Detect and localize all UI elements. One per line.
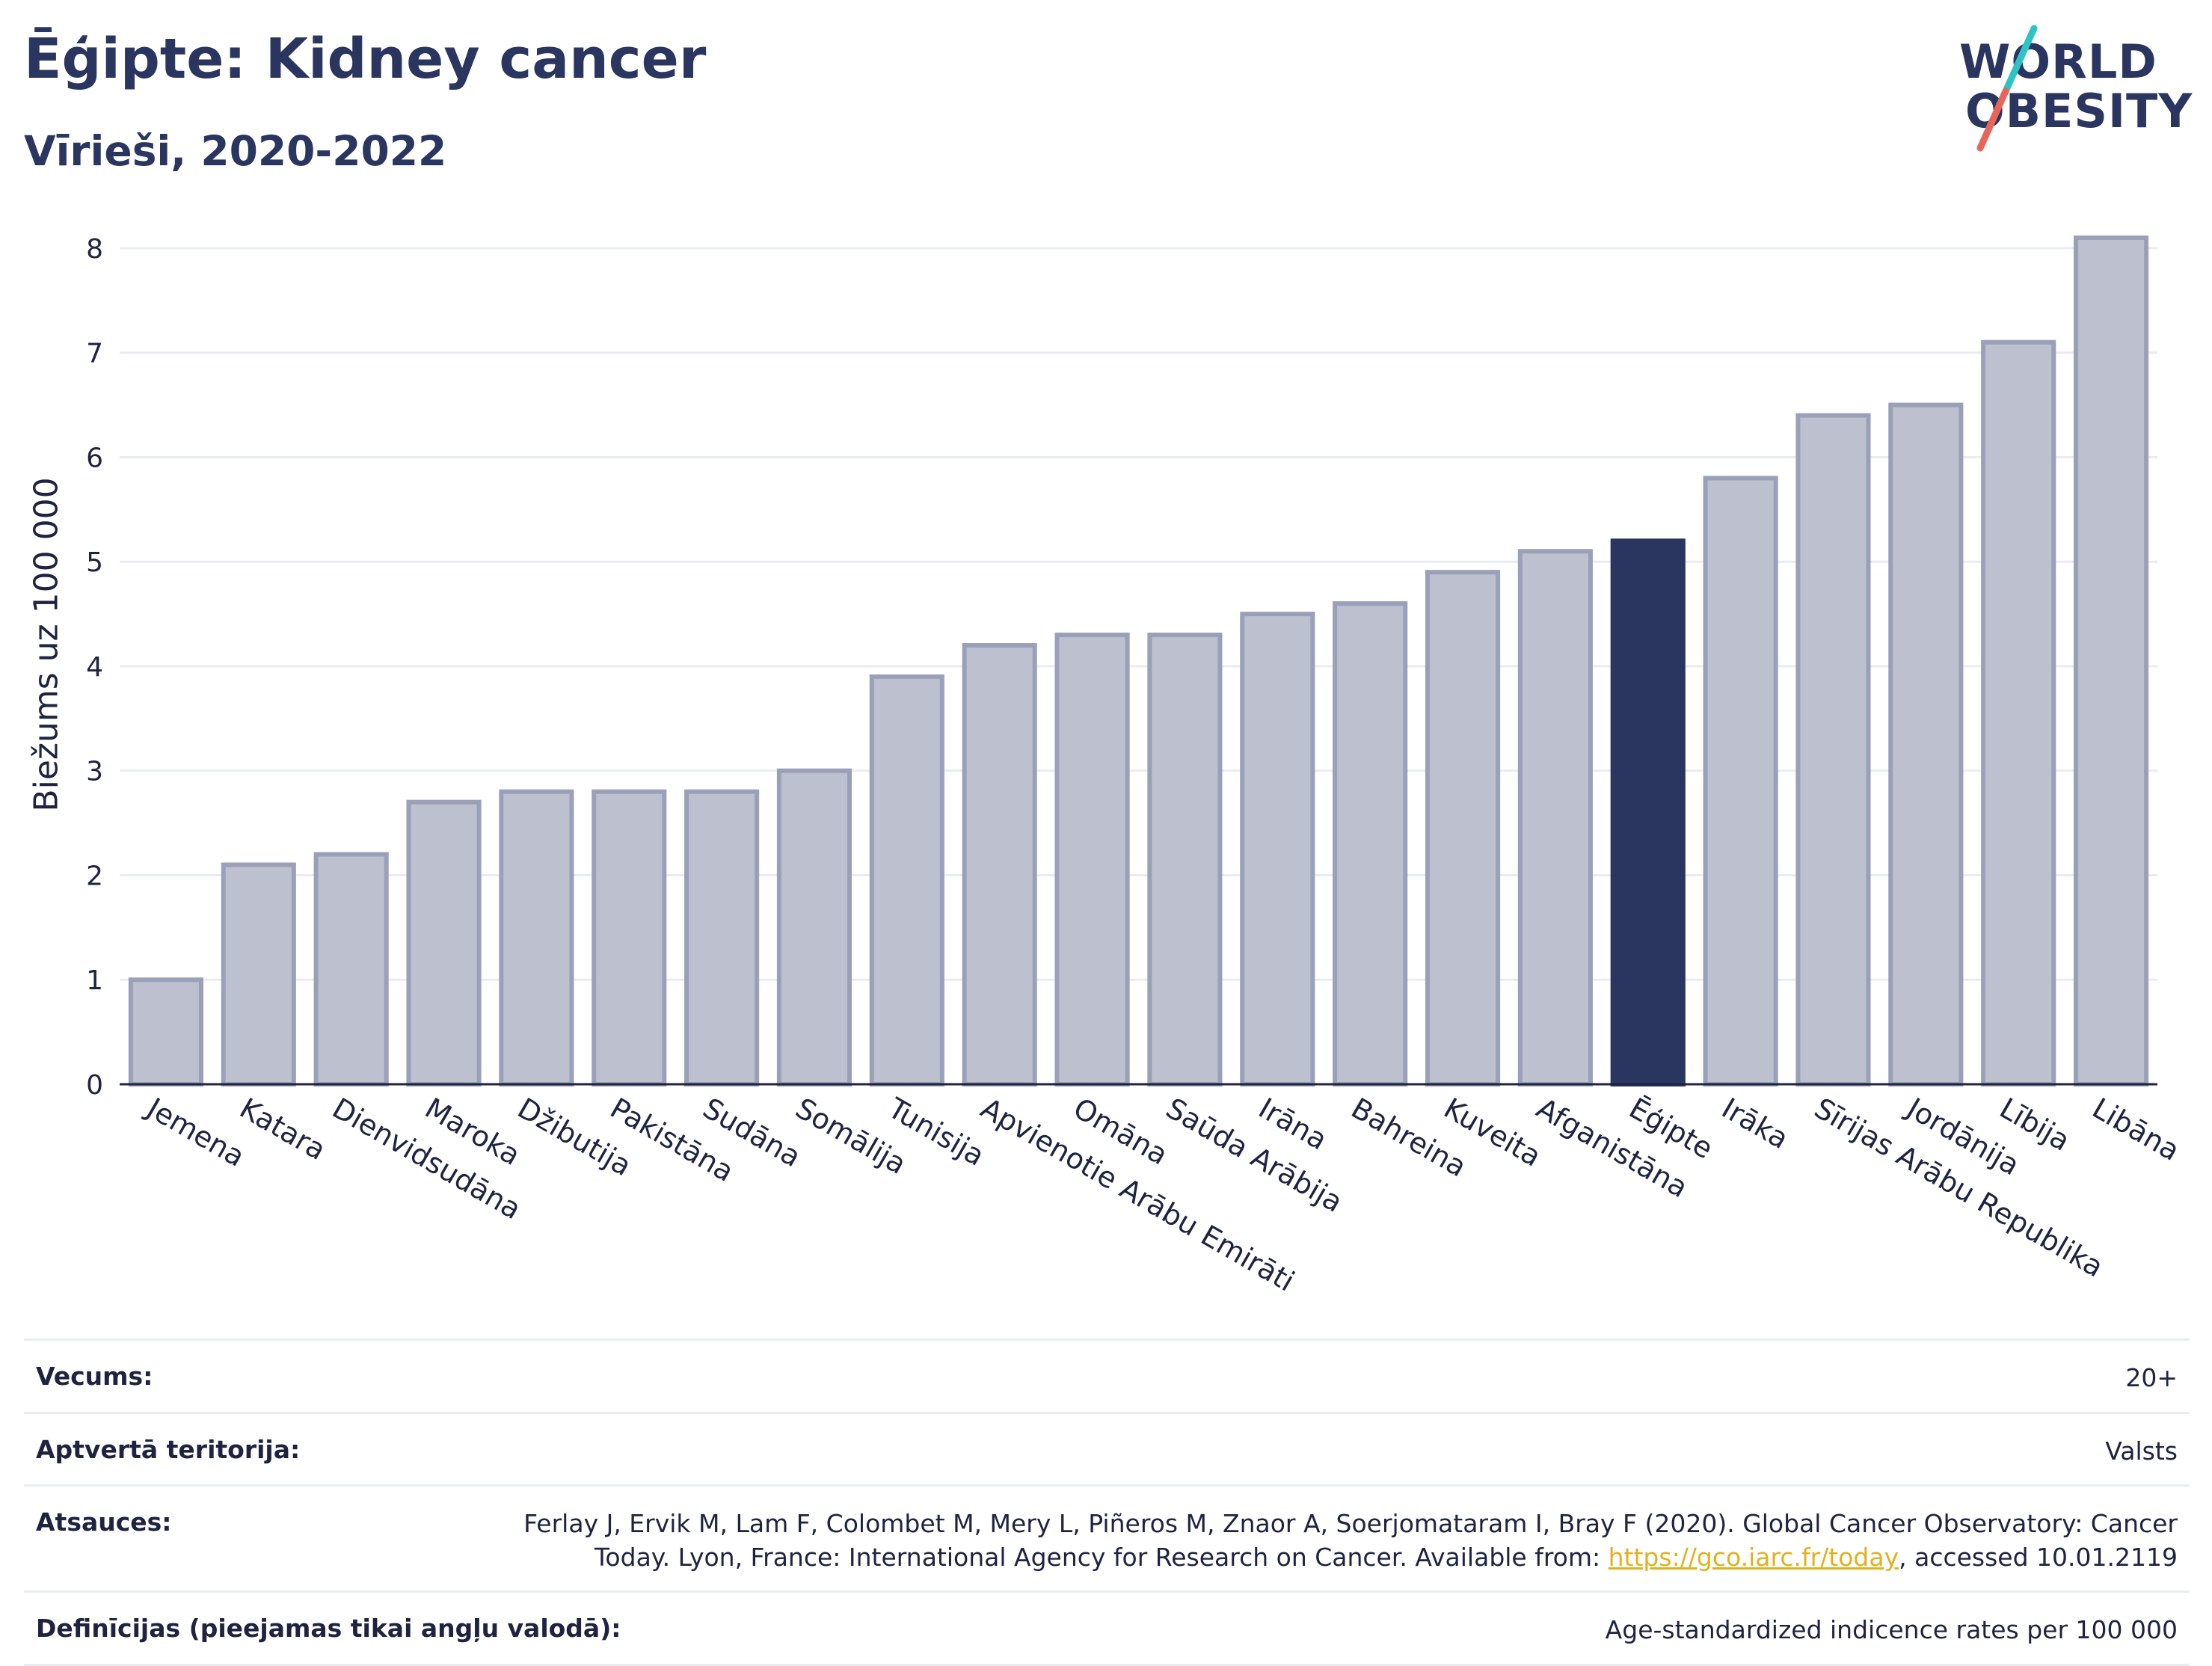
info-label-references: Atsauces: (36, 1507, 172, 1537)
reference-link[interactable]: https://gco.iarc.fr/today (1608, 1542, 1899, 1572)
info-label-age: Vecums: (36, 1362, 153, 1391)
bar (1147, 633, 1223, 1086)
bar-highlighted (1610, 538, 1686, 1087)
bar (2074, 235, 2149, 1087)
logo-slash-icon (1976, 25, 2038, 152)
info-label-territory: Aptvertā teritorija: (36, 1434, 301, 1464)
bar (1333, 601, 1408, 1086)
bars (128, 235, 2149, 1087)
bar (684, 789, 760, 1086)
info-value-age: 20+ (2125, 1363, 2178, 1392)
y-tick-label: 1 (86, 965, 103, 996)
x-tick-label: Libāna (2087, 1092, 2186, 1167)
x-tick-label: Jemena (141, 1091, 251, 1173)
y-tick-label: 4 (86, 652, 103, 683)
info-row-references: Atsauces: Ferlay J, Ervik M, Lam F, Colo… (24, 1484, 2190, 1590)
bar (221, 862, 296, 1087)
x-tick-label: Irāka (1716, 1092, 1794, 1155)
y-tick-label: 3 (86, 757, 103, 787)
bar (1795, 413, 1871, 1086)
reference-text-line-2: Today. Lyon, France: International Agenc… (594, 1542, 1609, 1572)
info-label-definitions: Definīcijas (pieejamas tikai angļu valod… (36, 1614, 621, 1644)
y-tick-label: 0 (86, 1070, 103, 1101)
y-tick-label: 6 (86, 443, 103, 473)
reference-text-line-1: Ferlay J, Ervik M, Lam F, Colombet M, Me… (523, 1509, 2178, 1539)
info-row-territory: Aptvertā teritorija: Valsts (24, 1411, 2190, 1485)
bar (1054, 633, 1130, 1086)
info-value-references: Ferlay J, Ervik M, Lam F, Colombet M, Me… (523, 1507, 2178, 1574)
bar (406, 799, 482, 1086)
info-value-territory: Valsts (2105, 1436, 2178, 1466)
bar (592, 789, 667, 1086)
bar (869, 674, 944, 1086)
y-tick-label: 2 (86, 861, 103, 891)
bar (1517, 549, 1593, 1086)
reference-text-accessed: , accessed 10.01.2119 (1899, 1542, 2178, 1572)
page-title: Ēģipte: Kidney cancer (24, 27, 707, 91)
info-row-age: Vecums: 20+ (24, 1338, 2190, 1412)
bar-chart: 0 1 2 3 4 5 6 7 8 JemenaKataraDienvidsudānaMarok… (86, 234, 2185, 1298)
y-tick-labels: 0 1 2 3 4 5 6 7 8 (86, 234, 103, 1101)
bar (1425, 570, 1501, 1086)
bar (962, 643, 1037, 1086)
info-value-definitions: Age-standardized indicence rates per 100… (1605, 1615, 2178, 1645)
x-tick-labels: JemenaKataraDienvidsudānaMarokaDžibutija… (141, 1091, 2185, 1298)
logo-line-1: WORLD (1959, 34, 2157, 89)
bar (776, 768, 852, 1086)
bar (499, 789, 574, 1086)
bar (313, 852, 389, 1086)
x-tick-label: Katara (234, 1092, 331, 1166)
bar (1240, 612, 1315, 1086)
bar (1888, 402, 1964, 1086)
x-tick-label: Saūda Arābija (1161, 1092, 1348, 1219)
world-obesity-logo: WORLD OBESITY (1944, 22, 2199, 157)
y-tick-label: 7 (86, 339, 103, 369)
y-tick-label: 8 (86, 234, 103, 265)
bar (1703, 476, 1778, 1086)
page-subtitle: Vīrieši, 2020-2022 (24, 127, 447, 175)
bar (128, 977, 203, 1086)
y-tick-label: 5 (86, 547, 103, 578)
info-table: Vecums: 20+ Aptvertā teritorija: Valsts … (24, 1338, 2190, 1666)
bar (1981, 339, 2056, 1087)
